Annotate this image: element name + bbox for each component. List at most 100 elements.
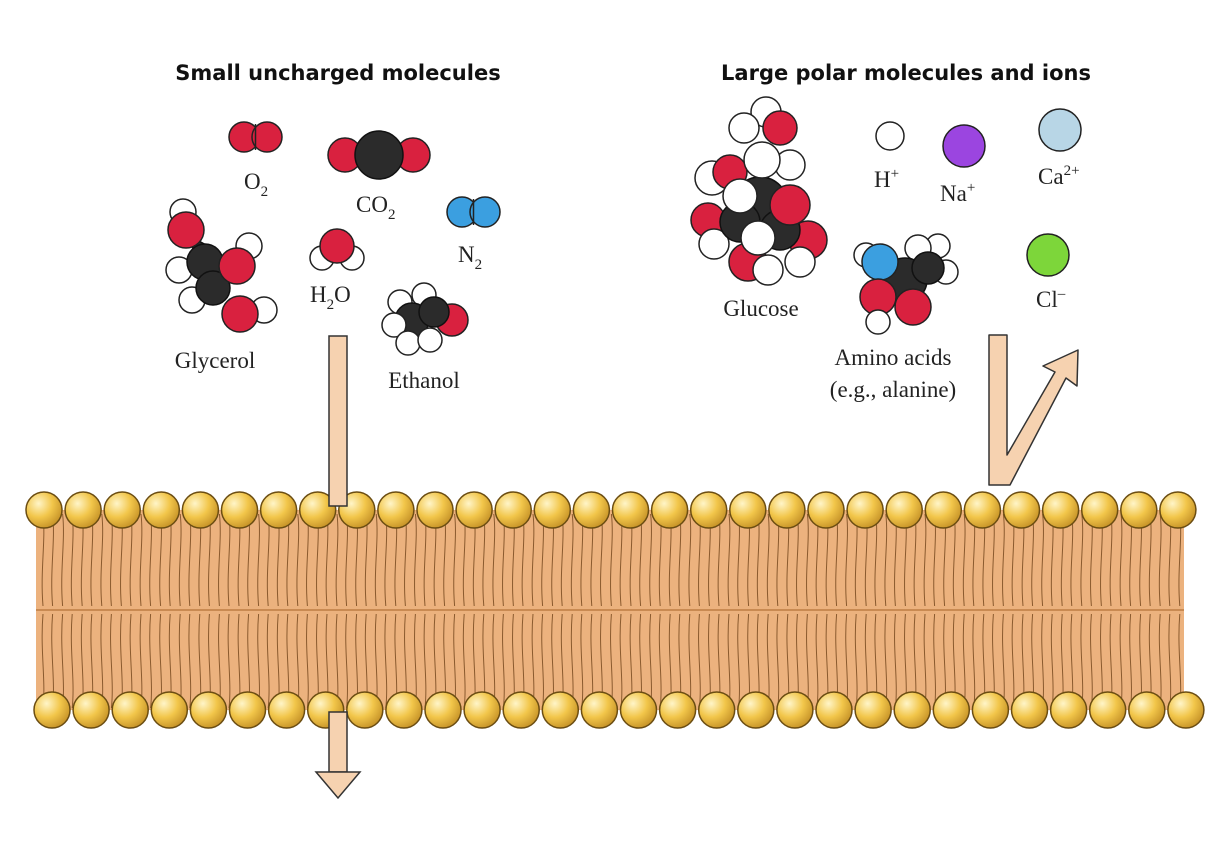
calcium-ion-icon bbox=[1038, 108, 1082, 152]
lipid-head bbox=[377, 491, 415, 529]
lipid-tail bbox=[531, 513, 535, 607]
lipid-head bbox=[572, 491, 611, 529]
lipid-head bbox=[533, 491, 572, 529]
lipid-head bbox=[189, 691, 228, 729]
lipid-tail bbox=[1002, 513, 1005, 607]
lipid-tail bbox=[570, 513, 574, 607]
lipid-tail bbox=[619, 613, 623, 709]
lipid-tail bbox=[414, 513, 417, 607]
lipid-head bbox=[103, 491, 141, 529]
lipid-head bbox=[1080, 491, 1119, 529]
label-ca-ion: Ca2+ bbox=[1038, 163, 1080, 189]
lipid-head bbox=[220, 491, 259, 529]
lipid-tail bbox=[962, 513, 966, 607]
lipid-head bbox=[416, 491, 454, 529]
lipid-tail bbox=[580, 613, 584, 709]
lipid-tail bbox=[384, 613, 388, 709]
lipid-tail bbox=[502, 613, 505, 709]
lipid-head bbox=[689, 491, 728, 529]
h2o-molecule-icon bbox=[309, 228, 365, 271]
lipid-tail bbox=[737, 613, 740, 709]
lipid-head bbox=[971, 691, 1010, 729]
lipid-tail bbox=[100, 513, 104, 607]
label-na-ion: Na+ bbox=[940, 180, 975, 206]
label-glucose: Glucose bbox=[723, 296, 798, 321]
lipid-head bbox=[267, 691, 306, 729]
alanine-molecule-icon bbox=[853, 233, 959, 335]
lipid-tail bbox=[188, 613, 192, 709]
lipid-tail bbox=[1041, 513, 1044, 607]
title-small-uncharged: Small uncharged molecules bbox=[175, 61, 500, 85]
lipid-head bbox=[611, 491, 650, 529]
lipid-tail bbox=[374, 513, 378, 607]
lipid-head bbox=[455, 491, 493, 529]
lipid-tail bbox=[698, 613, 701, 709]
lipid-tail bbox=[110, 613, 113, 709]
lipid-head bbox=[893, 691, 931, 729]
lipid-head bbox=[650, 491, 689, 529]
lipid-tail bbox=[933, 613, 936, 709]
glucose-molecule-icon bbox=[690, 96, 828, 286]
lipid-tail bbox=[806, 513, 809, 607]
label-h2o: H2O bbox=[310, 282, 351, 313]
lipid-tail bbox=[972, 613, 976, 709]
lipid-head bbox=[619, 691, 658, 729]
lipid-tail bbox=[854, 613, 858, 709]
lipid-head bbox=[1120, 491, 1158, 529]
label-h-ion: H+ bbox=[874, 166, 899, 192]
lipid-tail bbox=[727, 513, 731, 607]
lipid-tail bbox=[345, 613, 348, 709]
label-glycerol: Glycerol bbox=[175, 348, 255, 373]
lipid-tail bbox=[610, 513, 613, 607]
impermeable-arrow bbox=[988, 334, 1079, 486]
lipid-tail bbox=[1158, 513, 1162, 607]
lipid-tail bbox=[70, 613, 74, 709]
lipid-head bbox=[33, 691, 71, 729]
lipid-head bbox=[932, 691, 971, 729]
lipid-head bbox=[737, 691, 775, 729]
lipid-tail bbox=[492, 513, 496, 607]
lipid-tail bbox=[139, 513, 143, 607]
o2-molecule-icon bbox=[228, 121, 283, 153]
lipid-head bbox=[768, 491, 806, 529]
label-ethanol: Ethanol bbox=[388, 368, 460, 393]
label-co2: CO2 bbox=[356, 192, 395, 223]
lipid-tail bbox=[845, 513, 848, 607]
lipid-head bbox=[502, 691, 540, 729]
label-o2: O2 bbox=[244, 169, 268, 200]
label-n2: N2 bbox=[458, 242, 482, 273]
glycerol-molecule-icon bbox=[165, 198, 278, 333]
lipid-head bbox=[1128, 691, 1166, 729]
lipid-head bbox=[494, 491, 532, 529]
lipid-head bbox=[142, 491, 181, 529]
lipid-tail bbox=[218, 513, 221, 607]
lipid-head bbox=[697, 691, 736, 729]
lipid-head bbox=[259, 491, 298, 529]
lipid-tail bbox=[1050, 613, 1054, 709]
permeable-arrow bbox=[314, 335, 362, 800]
sodium-ion-icon bbox=[942, 124, 986, 168]
lipid-tail bbox=[32, 514, 34, 606]
lipid-head bbox=[385, 691, 423, 729]
lipid-heads-top bbox=[25, 491, 1197, 529]
lipid-bilayer bbox=[25, 491, 1205, 729]
lipid-head bbox=[298, 491, 337, 529]
lipid-head bbox=[541, 691, 580, 729]
lipid-tail bbox=[306, 613, 309, 709]
n2-molecule-icon bbox=[446, 196, 501, 228]
lipid-head bbox=[963, 491, 1002, 529]
lipid-head bbox=[1088, 691, 1127, 729]
lipid-head bbox=[1049, 691, 1088, 729]
lipid-head bbox=[150, 691, 189, 729]
lipid-tail bbox=[541, 613, 544, 709]
lipid-head bbox=[580, 691, 619, 729]
lipid-head bbox=[807, 491, 845, 529]
lipid-tail bbox=[658, 613, 662, 709]
lipid-tail bbox=[335, 513, 339, 607]
lipid-tail bbox=[923, 513, 927, 607]
lipid-head bbox=[846, 491, 884, 529]
lipid-head bbox=[1010, 691, 1049, 729]
lipid-tail bbox=[257, 513, 260, 607]
lipid-head bbox=[111, 691, 149, 729]
lipid-tail bbox=[884, 513, 888, 607]
